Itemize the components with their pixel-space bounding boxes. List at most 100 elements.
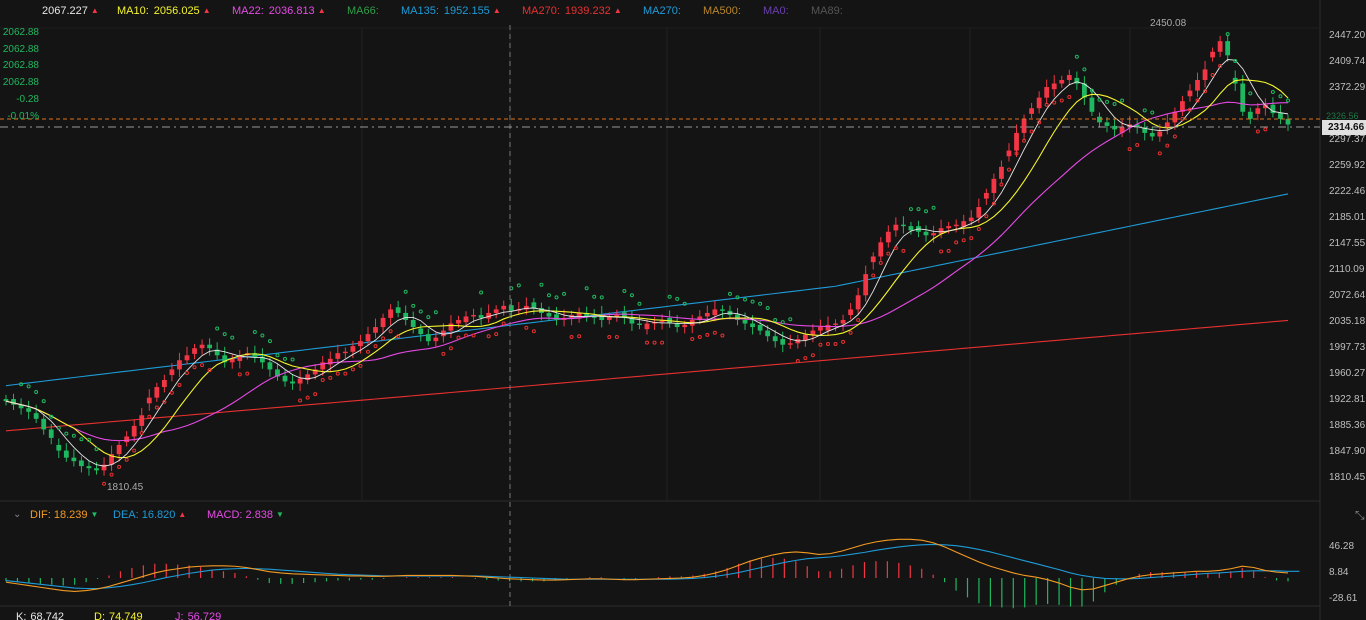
- candle-body: [1157, 131, 1163, 137]
- sar-dot: [939, 249, 944, 254]
- ma22-legend[interactable]: MA22: 2036.813 ▲: [232, 5, 326, 17]
- sar-dot: [1150, 110, 1155, 115]
- sar-dot: [1089, 88, 1094, 93]
- ma135-line: [5, 193, 1289, 387]
- j-legend: J: 56.729: [175, 611, 221, 620]
- sar-dot: [1022, 138, 1027, 143]
- candle-body: [546, 312, 552, 317]
- candle-body: [342, 351, 348, 354]
- ma270-value: 1939.232: [564, 5, 611, 17]
- price-axis-label: 2372.29: [1329, 82, 1366, 93]
- sar-dot: [1203, 89, 1208, 94]
- candle-body: [305, 374, 311, 380]
- left-value-6: -0.01%: [7, 111, 39, 122]
- candle-body: [629, 317, 635, 324]
- sar-dot: [305, 395, 310, 400]
- candle-body: [18, 404, 24, 409]
- candle-body: [968, 217, 974, 222]
- ma135-legend[interactable]: MA135: 1952.155 ▲: [401, 5, 501, 17]
- sar-dot: [147, 414, 152, 419]
- sar-dot: [690, 337, 695, 342]
- ma89-label: MA89:: [811, 5, 843, 17]
- resize-handle-icon[interactable]: ⤡: [1355, 508, 1365, 522]
- sar-dot: [109, 472, 114, 477]
- candle-body: [885, 231, 891, 243]
- sar-dot: [56, 426, 61, 430]
- candle-body: [214, 349, 220, 356]
- price-axis-label: 2185.01: [1329, 212, 1366, 223]
- sar-dot: [984, 214, 989, 219]
- candle-body: [501, 305, 507, 310]
- sar-dot: [675, 296, 680, 301]
- sar-dot: [652, 340, 657, 345]
- sar-dot: [924, 209, 929, 214]
- ma5-legend[interactable]: 2067.227 ▲: [8, 5, 99, 17]
- candle-body: [976, 207, 982, 218]
- candle-body: [463, 316, 469, 323]
- left-value-5: -0.28: [16, 94, 39, 105]
- sar-dot: [260, 333, 265, 338]
- candle-body: [946, 226, 952, 229]
- candle-body: [79, 460, 84, 467]
- candle-body: [260, 356, 265, 363]
- candle-body: [614, 315, 620, 317]
- ma10-arrow: ▲: [202, 6, 211, 15]
- sar-dot: [64, 431, 69, 436]
- sar-dot: [313, 392, 318, 397]
- candle-body: [780, 339, 786, 345]
- chevron-down-icon[interactable]: ⌄: [13, 509, 22, 520]
- candle-body: [712, 309, 718, 316]
- sar-dot: [1052, 100, 1057, 105]
- sar-dot: [660, 340, 665, 345]
- sar-dot: [479, 290, 484, 295]
- candle-body: [878, 242, 884, 257]
- sar-dot: [976, 226, 981, 231]
- candle-body: [787, 343, 793, 345]
- sar-dot: [1059, 98, 1064, 103]
- sar-dot: [878, 260, 883, 265]
- k-legend: K: 68.742: [16, 611, 64, 620]
- sar-dot: [245, 371, 250, 376]
- candle-body: [893, 224, 899, 231]
- ma5-line: [5, 59, 1289, 467]
- candle-body: [1270, 104, 1276, 114]
- candle-body: [908, 226, 914, 231]
- sar-dot: [1165, 143, 1170, 148]
- sar-dot: [396, 334, 401, 339]
- ma500-legend[interactable]: MA500:: [703, 5, 741, 17]
- sar-dot: [1240, 85, 1245, 90]
- candle-body: [1134, 124, 1140, 128]
- candle-body: [282, 375, 288, 382]
- ma89-legend[interactable]: MA89:: [811, 5, 843, 17]
- candle-body: [448, 323, 454, 331]
- ma270-legend[interactable]: MA270: 1939.232 ▲: [522, 5, 622, 17]
- sar-dot: [1037, 120, 1042, 125]
- candle-body: [606, 316, 612, 320]
- dif-value: 18.239: [53, 509, 88, 521]
- sar-dot: [117, 464, 122, 469]
- candle-body: [237, 355, 243, 361]
- sar-dot: [162, 399, 167, 404]
- sar-dot: [177, 382, 182, 387]
- macd-arrow: ▼: [276, 510, 284, 519]
- candle-body: [41, 418, 47, 430]
- ma10-legend[interactable]: MA10: 2056.025 ▲: [117, 5, 211, 17]
- price-axis-label: 1810.45: [1329, 472, 1366, 483]
- price-axis-label: 2447.20: [1329, 30, 1366, 41]
- sar-dot: [441, 351, 446, 356]
- candle-body: [101, 464, 107, 471]
- candle-body: [11, 399, 16, 405]
- ma135-label: MA135:: [401, 5, 439, 17]
- ma0-legend[interactable]: MA0:: [763, 5, 789, 17]
- ma66-legend[interactable]: MA66:: [347, 5, 379, 17]
- price-axis-label: 1997.73: [1329, 342, 1366, 353]
- candle-body: [1014, 132, 1019, 151]
- ma270b-legend[interactable]: MA270:: [643, 5, 681, 17]
- current-price-shadow: 2326.56: [1326, 111, 1359, 121]
- sar-dot: [79, 437, 84, 442]
- candle-body: [931, 233, 936, 236]
- sar-dot: [765, 306, 770, 310]
- candle-body: [1006, 150, 1012, 157]
- sar-dot: [494, 332, 499, 337]
